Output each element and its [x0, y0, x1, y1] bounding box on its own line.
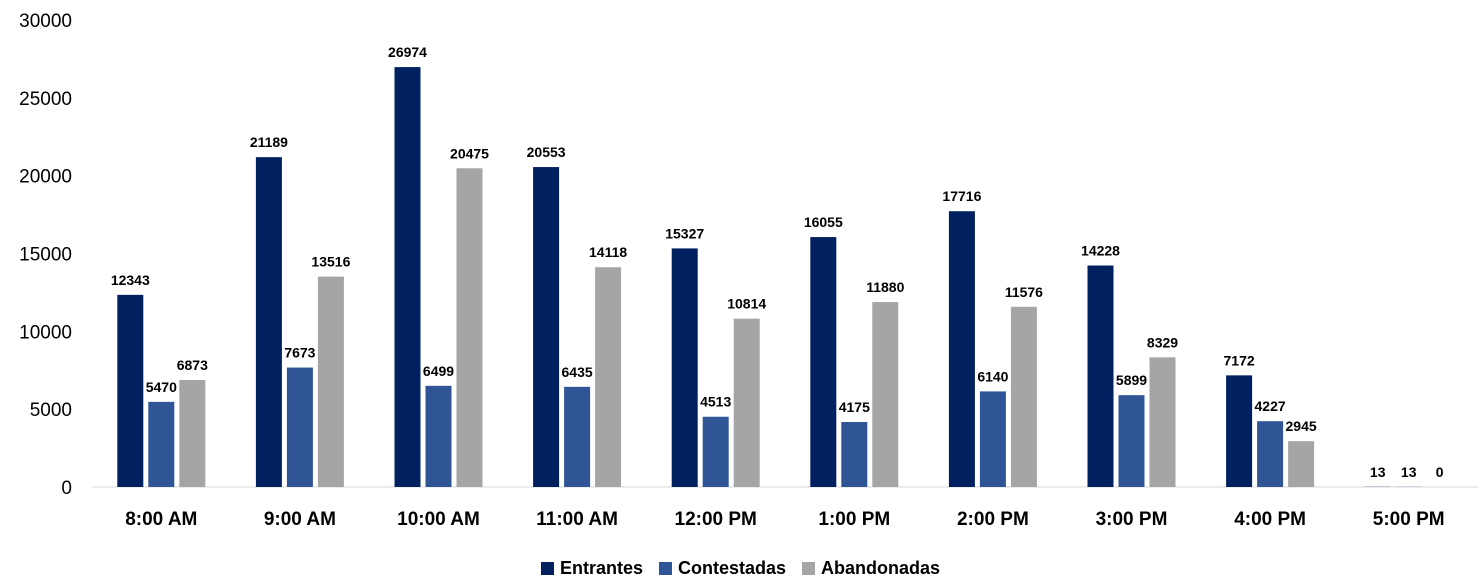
bar-abandonadas: [179, 380, 206, 487]
data-label-abandonadas: 14118: [589, 244, 627, 260]
y-tick-label: 15000: [19, 245, 72, 266]
bar-contestadas: [979, 391, 1006, 487]
data-label-contestadas: 5470: [146, 379, 177, 395]
y-tick-label: 0: [61, 478, 72, 499]
bar-contestadas: [1257, 421, 1284, 487]
bar-entrantes: [948, 211, 975, 487]
legend: Entrantes Contestadas Abandonadas: [0, 555, 1481, 581]
bar-chart: 0 5000 10000 15000 20000 25000 30000 12343 5470…: [19, 11, 1478, 530]
bar-contestadas: [425, 385, 452, 487]
bar-entrantes: [533, 167, 560, 488]
y-axis-ticks: 0 5000 10000 15000 20000 25000 30000: [19, 11, 72, 499]
x-category-label: 10:00 AM: [397, 509, 480, 530]
y-tick-label: 30000: [19, 11, 72, 32]
bar-entrantes: [810, 237, 837, 487]
legend-item-entrantes: Entrantes: [540, 557, 643, 579]
data-label-contestadas: 4175: [839, 399, 870, 415]
x-category-label: 3:00 PM: [1096, 509, 1168, 530]
legend-swatch-abandonadas: [802, 561, 816, 575]
legend-item-abandonadas: Abandonadas: [802, 558, 940, 579]
x-category-label: 2:00 PM: [957, 509, 1029, 530]
data-label-abandonadas: 13516: [311, 254, 350, 270]
data-label-abandonadas: 6873: [177, 357, 208, 373]
data-label-entrantes: 12343: [111, 272, 150, 288]
legend-swatch-contestadas: [658, 561, 672, 575]
data-label-entrantes: 14228: [1081, 243, 1120, 259]
data-label-abandonadas: 0: [1436, 464, 1444, 480]
bar-entrantes: [255, 157, 282, 487]
data-label-entrantes: 13: [1370, 464, 1386, 480]
x-category-label: 4:00 PM: [1234, 509, 1306, 530]
data-label-entrantes: 20553: [527, 144, 566, 160]
data-label-contestadas: 6499: [423, 363, 454, 379]
data-label-abandonadas: 11576: [1005, 284, 1043, 300]
data-label-abandonadas: 8329: [1147, 334, 1178, 350]
x-category-label: 12:00 PM: [675, 509, 757, 530]
x-category-label: 8:00 AM: [125, 509, 197, 530]
bar-abandonadas: [872, 302, 899, 487]
data-label-entrantes: 26974: [388, 44, 427, 60]
bar-contestadas: [564, 386, 591, 487]
data-label-contestadas: 13: [1401, 464, 1417, 480]
x-category-label: 1:00 PM: [818, 509, 890, 530]
data-label-contestadas: 4513: [700, 394, 731, 410]
bar-abandonadas: [317, 276, 344, 487]
data-label-entrantes: 17716: [942, 188, 981, 204]
data-label-entrantes: 21189: [250, 134, 288, 150]
legend-label-entrantes: Entrantes: [559, 557, 643, 578]
y-tick-label: 25000: [19, 89, 72, 110]
data-label-abandonadas: 20475: [450, 145, 489, 161]
data-label-entrantes: 7172: [1224, 352, 1255, 368]
bar-entrantes: [1226, 375, 1253, 487]
data-label-contestadas: 5899: [1116, 372, 1147, 388]
bar-abandonadas: [1149, 357, 1176, 487]
bar-contestadas: [148, 401, 175, 487]
x-axis-categories: 8:00 AM 9:00 AM 10:00 AM 11:00 AM 12:00 PM 1:…: [125, 509, 1444, 530]
bar-entrantes: [394, 67, 421, 487]
legend-label-contestadas: Contestadas: [677, 557, 787, 578]
bar-abandonadas: [595, 267, 622, 487]
data-label-abandonadas: 10814: [727, 296, 766, 312]
bars: [117, 67, 1422, 488]
bar-contestadas: [286, 367, 313, 487]
bar-contestadas: [841, 422, 868, 487]
legend-label-abandonadas: Abandonadas: [821, 557, 941, 578]
bar-abandonadas: [733, 318, 760, 487]
x-category-label: 11:00 AM: [536, 509, 618, 530]
data-label-entrantes: 16055: [804, 214, 843, 230]
legend-item-contestadas: Contestadas: [658, 557, 787, 579]
data-label-abandonadas: 2945: [1286, 418, 1317, 434]
bar-contestadas: [1118, 395, 1145, 487]
data-label-contestadas: 7673: [284, 345, 315, 361]
bar-entrantes: [117, 294, 144, 487]
data-label-abandonadas: 11880: [866, 279, 904, 295]
y-tick-label: 20000: [19, 167, 72, 188]
y-tick-label: 10000: [19, 322, 72, 343]
data-label-contestadas: 6435: [562, 364, 593, 380]
x-category-label: 5:00 PM: [1373, 509, 1445, 530]
x-category-label: 9:00 AM: [264, 509, 336, 530]
legend-swatch-entrantes: [540, 561, 554, 575]
bar-abandonadas: [456, 168, 483, 487]
bar-entrantes: [671, 248, 698, 487]
bar-abandonadas: [1288, 441, 1315, 487]
bar-abandonadas: [1010, 306, 1037, 487]
data-label-contestadas: 6140: [977, 368, 1008, 384]
bar-entrantes: [1087, 265, 1114, 487]
data-label-contestadas: 4227: [1255, 398, 1286, 414]
bar-contestadas: [702, 416, 729, 487]
data-label-entrantes: 15327: [665, 225, 704, 241]
y-tick-label: 5000: [30, 400, 72, 421]
